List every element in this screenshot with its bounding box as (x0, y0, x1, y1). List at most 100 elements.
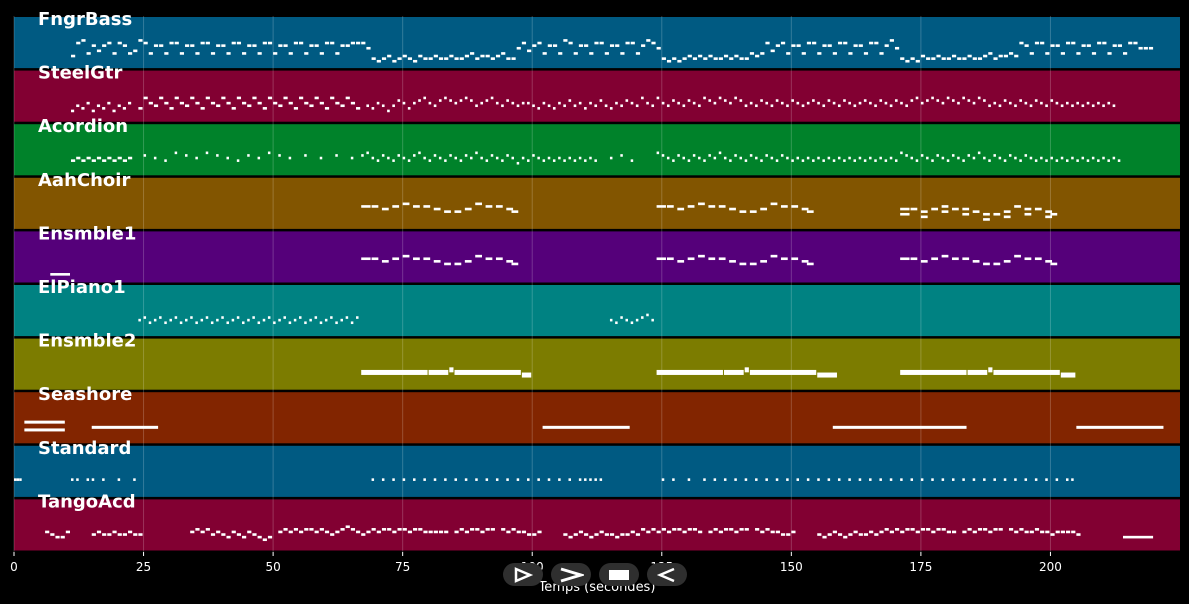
note-mark (267, 96, 273, 100)
note-mark (1003, 54, 1008, 58)
note-mark (470, 528, 475, 531)
note-mark (86, 52, 91, 55)
note-mark (951, 154, 955, 157)
note-mark (998, 156, 1002, 160)
note-mark (293, 318, 297, 322)
note-mark (350, 321, 354, 325)
note-mark (76, 478, 79, 481)
note-mark (319, 156, 323, 160)
note-mark (729, 260, 736, 263)
note-mark (1122, 535, 1154, 539)
note-mark (164, 52, 169, 55)
note-mark (190, 530, 195, 534)
note-mark (174, 151, 178, 155)
note-mark (941, 101, 945, 105)
note-mark (666, 104, 670, 108)
note-mark (324, 41, 330, 45)
note-mark (998, 528, 1003, 531)
stop-button[interactable] (599, 563, 639, 586)
note-mark (832, 425, 967, 429)
note-mark (744, 528, 749, 531)
note-mark (107, 41, 112, 45)
note-mark (832, 530, 837, 534)
note-mark (1097, 159, 1100, 162)
note-mark (242, 101, 247, 105)
note-mark (708, 54, 713, 58)
note-mark (1076, 159, 1079, 162)
note-mark (817, 52, 822, 55)
note-mark (324, 107, 330, 110)
note-mark (646, 313, 649, 317)
note-mark (770, 156, 774, 160)
note-mark (744, 159, 748, 162)
note-mark (475, 528, 480, 531)
note-mark (755, 478, 758, 481)
note-mark (107, 101, 111, 105)
note-mark (594, 104, 598, 108)
note-mark (501, 528, 506, 531)
note-mark (1128, 41, 1133, 45)
note-mark (1050, 156, 1053, 160)
note-mark (744, 367, 749, 373)
note-mark (951, 207, 959, 211)
note-mark (200, 318, 204, 322)
note-mark (780, 101, 784, 105)
note-mark (703, 96, 706, 100)
note-mark (1097, 101, 1100, 105)
note-mark (340, 528, 345, 531)
note-mark (236, 159, 240, 162)
note-mark (635, 318, 639, 322)
prev-button[interactable] (503, 563, 543, 586)
note-mark (817, 156, 820, 160)
note-mark (423, 57, 428, 60)
note-mark (884, 44, 889, 47)
note-mark (951, 257, 959, 261)
note-mark (656, 205, 666, 208)
note-mark (687, 478, 691, 481)
note-mark (413, 154, 416, 157)
track-label: Standard (38, 438, 131, 459)
note-mark (941, 57, 946, 60)
note-mark (257, 101, 262, 105)
note-mark (262, 318, 266, 322)
note-mark (475, 57, 480, 60)
note-mark (340, 104, 345, 108)
note-mark (304, 101, 309, 105)
note-mark (319, 101, 324, 105)
note-mark (656, 530, 661, 534)
note-mark (723, 369, 744, 375)
note-mark (444, 530, 449, 534)
note-mark (506, 478, 509, 481)
note-mark (703, 159, 706, 162)
note-mark (692, 528, 698, 531)
note-mark (444, 96, 447, 100)
note-mark (532, 533, 537, 536)
note-mark (413, 478, 416, 481)
note-mark (1029, 156, 1033, 160)
note-mark (392, 104, 395, 108)
note-mark (1014, 205, 1021, 208)
note-mark (454, 369, 521, 375)
note-mark (506, 207, 514, 211)
note-mark (972, 210, 980, 213)
note-mark (1071, 41, 1076, 45)
note-mark (407, 107, 411, 110)
note-mark (889, 530, 894, 534)
play-button[interactable] (551, 563, 591, 586)
note-mark (1019, 159, 1022, 162)
note-mark (1034, 478, 1038, 481)
note-mark (278, 104, 283, 108)
note-mark (926, 156, 929, 160)
note-mark (495, 101, 499, 105)
note-mark (179, 101, 185, 105)
note-mark (366, 104, 370, 108)
note-mark (801, 104, 805, 108)
note-mark (869, 41, 874, 45)
note-mark (314, 44, 319, 47)
next-button[interactable] (647, 563, 687, 586)
note-mark (397, 57, 402, 60)
note-mark (977, 528, 983, 531)
note-mark (102, 44, 107, 47)
note-mark (81, 159, 86, 162)
